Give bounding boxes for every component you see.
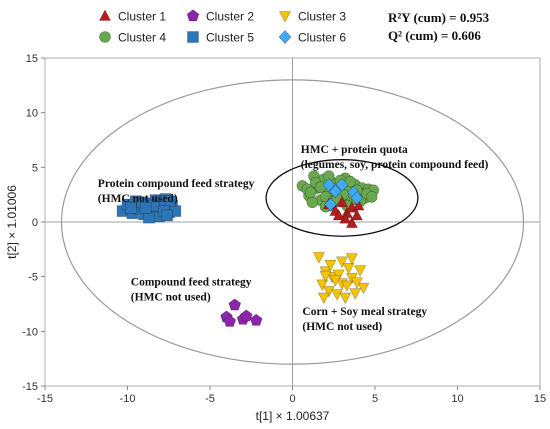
annotation-line: (HMC not used) xyxy=(302,321,382,333)
annotation-line: Compound feed strategy xyxy=(131,276,252,288)
legend-label: Cluster 1 xyxy=(118,10,166,24)
data-point xyxy=(161,209,173,222)
data-point xyxy=(335,177,349,192)
x-tick-label: -10 xyxy=(120,393,136,405)
y-axis-title: t[2] × 1.01006 xyxy=(5,185,19,259)
data-point xyxy=(322,177,336,192)
data-point xyxy=(324,259,337,272)
y-tick-label: 5 xyxy=(32,162,38,174)
x-tick-label: 0 xyxy=(289,393,295,405)
x-tick-label: 5 xyxy=(372,393,378,405)
annotation: Compound feed strategy (HMC not used) xyxy=(131,276,252,303)
data-point xyxy=(324,197,337,212)
legend-label: Cluster 5 xyxy=(206,31,254,45)
data-point xyxy=(336,195,348,208)
data-point xyxy=(332,269,345,282)
data-point xyxy=(139,201,152,214)
annotation-line: Protein compound feed strategy xyxy=(98,178,255,190)
data-point xyxy=(312,252,325,264)
series-cluster-1 xyxy=(322,195,365,228)
data-point xyxy=(354,265,367,277)
data-point xyxy=(352,198,365,211)
annotation-line: (HMC not used) xyxy=(98,193,178,205)
x-tick-label: 10 xyxy=(451,393,463,405)
legend-item: Cluster 4 xyxy=(99,31,166,45)
series-cluster-6 xyxy=(322,177,364,212)
y-tick-label: 0 xyxy=(32,217,38,229)
data-point xyxy=(349,288,362,300)
legend-marker xyxy=(278,30,292,44)
y-tick-label: -10 xyxy=(22,326,38,338)
legend-marker xyxy=(187,31,199,43)
data-point xyxy=(223,314,237,327)
series-cluster-3 xyxy=(312,252,370,305)
legend-label: Cluster 6 xyxy=(298,31,346,45)
data-point xyxy=(328,184,342,199)
data-point xyxy=(345,253,358,265)
data-point xyxy=(319,270,332,283)
model-statistic: R²Y (cum) = 0.953 xyxy=(388,10,490,25)
data-point xyxy=(240,309,253,322)
annotation-line: (HMC not used) xyxy=(131,291,211,303)
model-statistic: Q² (cum) = 0.606 xyxy=(388,28,481,43)
data-point xyxy=(329,275,342,287)
annotation-line: (legumes, soy, protein compound feed) xyxy=(301,159,489,171)
x-tick-label: -15 xyxy=(37,393,53,405)
annotation: Protein compound feed strategy (HMC not u… xyxy=(98,178,255,205)
series-cluster-5 xyxy=(116,193,182,224)
confidence-ellipse xyxy=(60,79,525,365)
y-tick-label: 10 xyxy=(26,108,38,120)
data-point xyxy=(336,256,348,269)
highlight-circle xyxy=(265,159,419,237)
data-point xyxy=(340,280,353,293)
data-point xyxy=(331,289,344,301)
legend: Cluster 1 Cluster 2 Cluster 3 Cluster 4 Clus… xyxy=(99,9,346,45)
data-point xyxy=(345,216,358,228)
data-point xyxy=(322,286,335,298)
data-point xyxy=(350,208,363,221)
annotation: Corn + Soy meal strategy (HMC not used) xyxy=(302,306,427,333)
y-tick-label: 15 xyxy=(26,53,38,65)
series-cluster-2 xyxy=(220,298,263,327)
legend-item: Cluster 3 xyxy=(279,10,346,24)
x-tick-label: -5 xyxy=(205,393,215,405)
data-point xyxy=(125,201,137,214)
data-point xyxy=(249,313,263,326)
legend-label: Cluster 2 xyxy=(206,10,254,24)
legend-label: Cluster 3 xyxy=(298,10,346,24)
annotation: HMC + protein quota (legumes, soy, protei… xyxy=(301,144,489,171)
data-point xyxy=(228,298,241,311)
data-point xyxy=(332,208,345,221)
legend-marker xyxy=(99,9,111,21)
data-point xyxy=(143,211,155,224)
data-point xyxy=(342,263,355,275)
data-point xyxy=(317,292,330,305)
legend-marker xyxy=(279,11,291,23)
data-point xyxy=(304,186,317,199)
annotation-line: Corn + Soy meal strategy xyxy=(302,306,427,318)
data-point xyxy=(350,277,363,289)
data-point xyxy=(339,292,352,305)
x-tick-label: 15 xyxy=(534,393,546,405)
legend-item: Cluster 5 xyxy=(187,31,254,45)
legend-label: Cluster 4 xyxy=(118,31,166,45)
x-axis-title: t[1] × 1.00637 xyxy=(256,409,330,423)
data-point xyxy=(365,191,378,203)
data-point xyxy=(357,282,370,295)
data-point xyxy=(164,195,177,208)
legend-item: Cluster 1 xyxy=(99,9,166,24)
data-point xyxy=(350,191,364,205)
y-tick-label: -5 xyxy=(28,272,38,284)
legend-marker xyxy=(99,31,111,43)
legend-item: Cluster 2 xyxy=(186,9,254,24)
annotation-line: HMC + protein quota xyxy=(301,144,408,156)
y-tick-label: -15 xyxy=(22,381,38,393)
legend-item: Cluster 6 xyxy=(278,30,346,45)
data-point xyxy=(316,279,329,291)
legend-marker xyxy=(186,9,200,22)
data-point xyxy=(306,196,319,209)
